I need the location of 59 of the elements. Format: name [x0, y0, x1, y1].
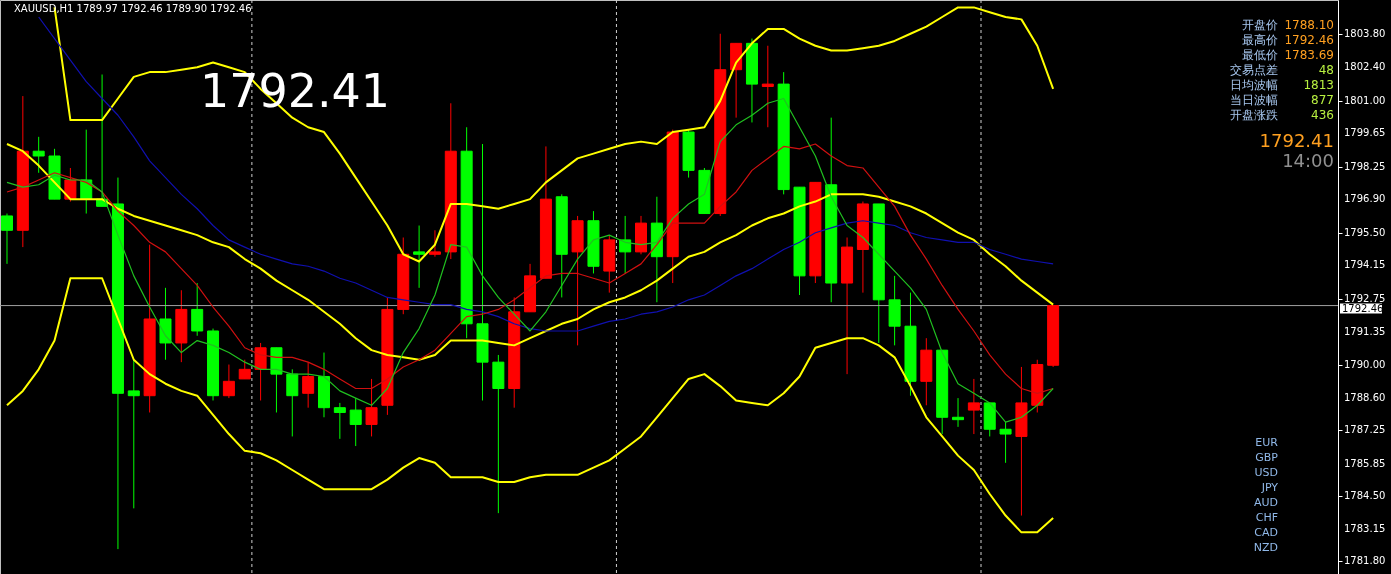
y-tick-label: 1781.80 [1344, 555, 1386, 567]
candlestick [413, 225, 426, 289]
candlestick [0, 213, 13, 265]
candlestick [428, 229, 441, 258]
y-tick-label: 1798.25 [1344, 160, 1386, 172]
candlestick [761, 45, 774, 128]
y-tick-label: 1802.40 [1344, 61, 1386, 73]
y-tick-label: 1801.00 [1344, 94, 1386, 106]
y-tick-label: 1785.85 [1344, 458, 1386, 470]
candlestick [191, 282, 204, 337]
y-tick-label: 1783.15 [1344, 522, 1386, 534]
text: 日均波幅 1813 [1230, 78, 1334, 92]
text: EUR [1255, 436, 1279, 449]
y-tick-label: 1791.35 [1344, 326, 1386, 338]
y-tick-label: 1799.65 [1344, 127, 1386, 139]
y-tick-label: 1792.75 [1344, 292, 1386, 304]
text: 当日波幅 877 [1230, 93, 1334, 107]
text: CAD [1254, 526, 1278, 539]
text: JPY [1260, 481, 1279, 494]
candlestick [159, 287, 172, 361]
text: 开盘涨跌 436 [1230, 108, 1334, 122]
candlestick [302, 361, 315, 409]
line-series [38, 16, 1054, 332]
text: 1792.41 [1259, 130, 1334, 151]
candlestick [952, 397, 965, 428]
text: AUD [1253, 496, 1278, 509]
text: 最低价 1783.69 [1242, 48, 1334, 62]
y-tick-label: 1788.60 [1344, 392, 1386, 404]
candlestick [254, 342, 267, 401]
y-tick-label: 1787.25 [1344, 424, 1386, 436]
candlestick [619, 215, 632, 274]
candlestick [32, 136, 45, 174]
candlestick [999, 421, 1012, 464]
text: 开盘价 1788.10 [1242, 18, 1334, 32]
y-tick-label: 1795.50 [1344, 226, 1386, 238]
text: USD [1254, 466, 1278, 479]
candlestick [286, 368, 299, 437]
y-tick-label: 1803.80 [1344, 27, 1386, 39]
candlestick [222, 364, 235, 399]
text: 14:00 [1282, 150, 1334, 171]
y-tick-label: 1784.50 [1344, 490, 1386, 502]
chart-title: XAUUSD,H1 1789.97 1792.46 1789.90 1792.46 [14, 3, 252, 14]
candlestick [127, 359, 140, 509]
text: GBP [1255, 451, 1279, 464]
y-tick-label: 1794.15 [1344, 259, 1386, 271]
y-tick-label: 1796.90 [1344, 193, 1386, 205]
text: 交易点差 48 [1230, 63, 1334, 77]
y-tick-label: 1790.00 [1344, 358, 1386, 370]
candlestick [333, 402, 346, 440]
text: NZD [1253, 541, 1278, 554]
text: 最高价 1792.46 [1242, 33, 1334, 47]
candlestick [238, 359, 251, 380]
candlestick [64, 167, 77, 203]
candlestick [349, 397, 362, 447]
candlestick [967, 378, 980, 435]
text: CHF [1255, 511, 1278, 524]
candlestick [365, 378, 378, 437]
line-series [5, 277, 1055, 534]
ref-line-label: 1792.46 [1342, 302, 1384, 314]
